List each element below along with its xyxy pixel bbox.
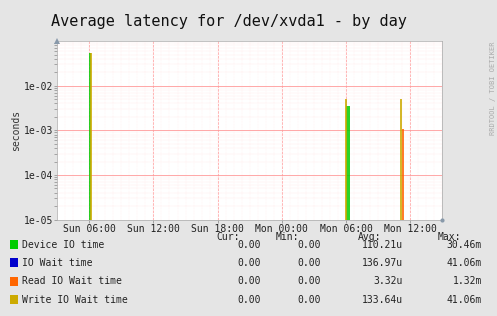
Text: Read IO Wait time: Read IO Wait time — [22, 276, 122, 286]
Text: 0.00: 0.00 — [238, 276, 261, 286]
Text: 30.46m: 30.46m — [447, 240, 482, 250]
Text: IO Wait time: IO Wait time — [22, 258, 92, 268]
Text: Write IO Wait time: Write IO Wait time — [22, 295, 128, 305]
Text: 110.21u: 110.21u — [361, 240, 403, 250]
Text: 136.97u: 136.97u — [361, 258, 403, 268]
Text: 0.00: 0.00 — [238, 295, 261, 305]
Text: 41.06m: 41.06m — [447, 295, 482, 305]
Text: Min:: Min: — [276, 232, 299, 242]
Text: RRDTOOL / TOBI OETIKER: RRDTOOL / TOBI OETIKER — [490, 42, 496, 135]
Y-axis label: seconds: seconds — [11, 110, 21, 151]
Text: Device IO time: Device IO time — [22, 240, 104, 250]
Text: 0.00: 0.00 — [238, 258, 261, 268]
Text: Max:: Max: — [437, 232, 461, 242]
Text: 0.00: 0.00 — [297, 240, 321, 250]
Text: 0.00: 0.00 — [297, 295, 321, 305]
Text: 3.32u: 3.32u — [373, 276, 403, 286]
Text: 0.00: 0.00 — [297, 276, 321, 286]
Text: Avg:: Avg: — [358, 232, 381, 242]
Text: 41.06m: 41.06m — [447, 258, 482, 268]
Text: 133.64u: 133.64u — [361, 295, 403, 305]
Text: Average latency for /dev/xvda1 - by day: Average latency for /dev/xvda1 - by day — [51, 14, 407, 29]
Text: Cur:: Cur: — [216, 232, 240, 242]
Text: 0.00: 0.00 — [297, 258, 321, 268]
Text: 1.32m: 1.32m — [453, 276, 482, 286]
Text: 0.00: 0.00 — [238, 240, 261, 250]
